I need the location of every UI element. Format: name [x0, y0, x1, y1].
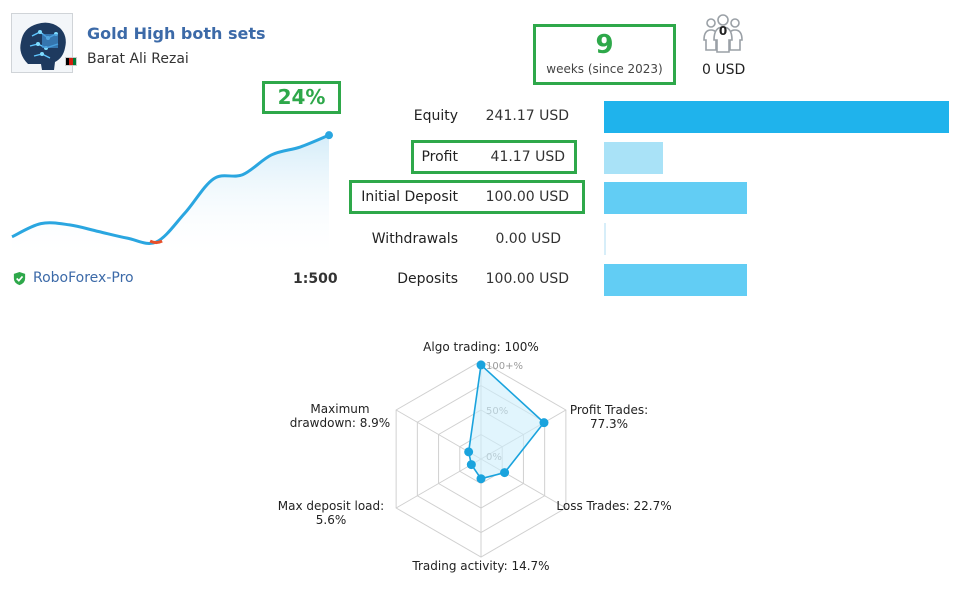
trading-characteristics-radar: 100+%50%0%Algo trading: 100%Profit Trade…: [278, 340, 672, 573]
weeks-counter: 9 weeks (since 2023): [533, 24, 676, 85]
broker-name: RoboForex-Pro: [33, 270, 134, 286]
signal-name-link[interactable]: Gold High both sets: [87, 24, 266, 43]
stat-label-profit: Profit: [421, 149, 458, 165]
author-link[interactable]: Barat Ali Rezai: [87, 51, 189, 67]
radar-scale-label: 100+%: [486, 361, 523, 372]
stat-label-equity: Equity: [413, 108, 458, 124]
radar-axis-label: Algo trading: 100%: [423, 340, 539, 354]
broker-link[interactable]: RoboForex-Pro: [12, 270, 134, 286]
radar-axis-label: Trading activity: 14.7%: [411, 559, 549, 573]
drawdown-segment: [149, 239, 163, 245]
signal-avatar[interactable]: [11, 13, 73, 73]
flag-stripe-red: [69, 58, 73, 65]
stat-label-initial-deposit: Initial Deposit: [361, 189, 458, 205]
radar-axis-label: Maximum: [310, 402, 369, 416]
equity-line: [11, 133, 330, 245]
radar-point: [466, 460, 476, 470]
radar-point: [464, 447, 474, 457]
radar-axis-label: drawdown: 8.9%: [290, 416, 390, 430]
growth-percent-badge: 24%: [262, 81, 341, 114]
radar-point: [539, 418, 549, 428]
radar-axis-label: 5.6%: [316, 513, 347, 527]
radar-axis-label: Max deposit load:: [278, 499, 384, 513]
stat-bar-withdrawals: [604, 223, 606, 255]
radar-point: [476, 360, 486, 370]
subscribers-icon: [703, 14, 743, 53]
leverage-value: 1:500: [293, 271, 338, 287]
stat-value-deposits: 100.00 USD: [485, 271, 569, 287]
stat-bar-equity: [604, 101, 949, 133]
flag-stripe-black: [66, 58, 70, 65]
radar-axis-label: Loss Trades: 22.7%: [556, 499, 671, 513]
stat-value-withdrawals: 0.00 USD: [495, 231, 561, 247]
verified-check-icon: [13, 271, 26, 285]
weeks-label: weeks (since 2023): [546, 62, 663, 76]
equity-growth-chart: [11, 131, 333, 260]
stat-bar-initial-deposit: [604, 182, 748, 214]
stat-value-profit: 41.17 USD: [490, 149, 565, 165]
stat-bar-profit: [604, 142, 663, 174]
radar-axis-label: Profit Trades:: [570, 403, 648, 417]
stat-value-initial-deposit: 100.00 USD: [485, 189, 569, 205]
stat-value-equity: 241.17 USD: [485, 108, 569, 124]
radar-spoke: [395, 458, 482, 509]
equity-area: [12, 135, 329, 260]
radar-point: [500, 468, 510, 478]
country-flag-icon: [65, 57, 77, 66]
flag-stripe-green: [72, 58, 76, 65]
equity-end-point: [325, 131, 333, 140]
profit-highlight-box: [411, 140, 577, 174]
subscribers-count: 0: [718, 24, 728, 38]
robot-brain-avatar-icon: [12, 14, 72, 72]
weeks-number: 9: [595, 30, 614, 60]
radar-axis-label: 77.3%: [590, 417, 628, 431]
stat-bar-deposits: [604, 264, 748, 296]
stat-label-withdrawals: Withdrawals: [371, 231, 458, 247]
radar-point: [476, 474, 486, 484]
subscribers-funds: 0 USD: [702, 62, 746, 78]
initial-deposit-highlight-box: [349, 180, 585, 214]
stat-label-deposits: Deposits: [397, 271, 458, 287]
radar-value-area: [467, 363, 546, 480]
